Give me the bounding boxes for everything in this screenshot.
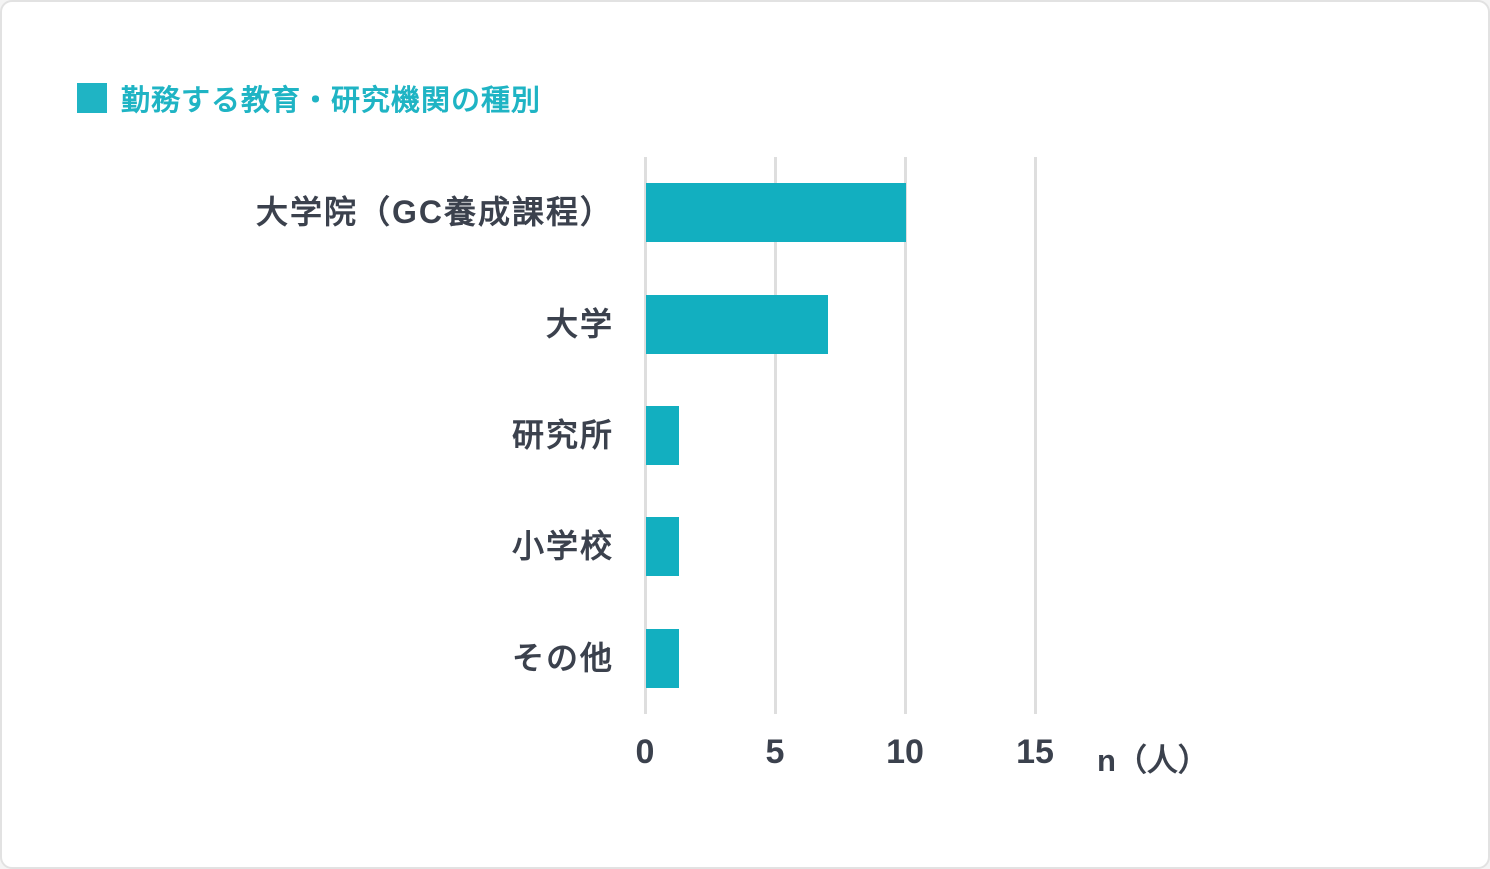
category-label: 研究所 (511, 417, 614, 453)
x-tick-label: 15 (1016, 733, 1054, 771)
gridline (773, 157, 777, 714)
legend-swatch-icon (77, 83, 107, 113)
category-label: その他 (511, 639, 614, 676)
x-tick-label: 5 (765, 733, 785, 771)
category-label: 大学 (545, 305, 614, 342)
chart-legend: 勤務する教育・研究機関の種別 (77, 77, 541, 119)
category-label: 小学校 (511, 528, 614, 565)
gridline (1033, 157, 1037, 714)
bar (646, 628, 679, 688)
bar (646, 517, 679, 577)
bar (646, 406, 679, 465)
x-tick-label: 10 (886, 733, 924, 771)
x-tick-label: 0 (635, 733, 655, 771)
plot-area (643, 157, 1037, 714)
gridline (643, 157, 647, 714)
category-label: 大学院（GC養成課程） (255, 194, 614, 231)
gridline (903, 157, 907, 714)
chart-title: 勤務する教育・研究機関の種別 (121, 85, 542, 117)
bar (646, 183, 906, 243)
bar (646, 294, 828, 354)
axis-unit-label: n（人） (1097, 743, 1209, 778)
